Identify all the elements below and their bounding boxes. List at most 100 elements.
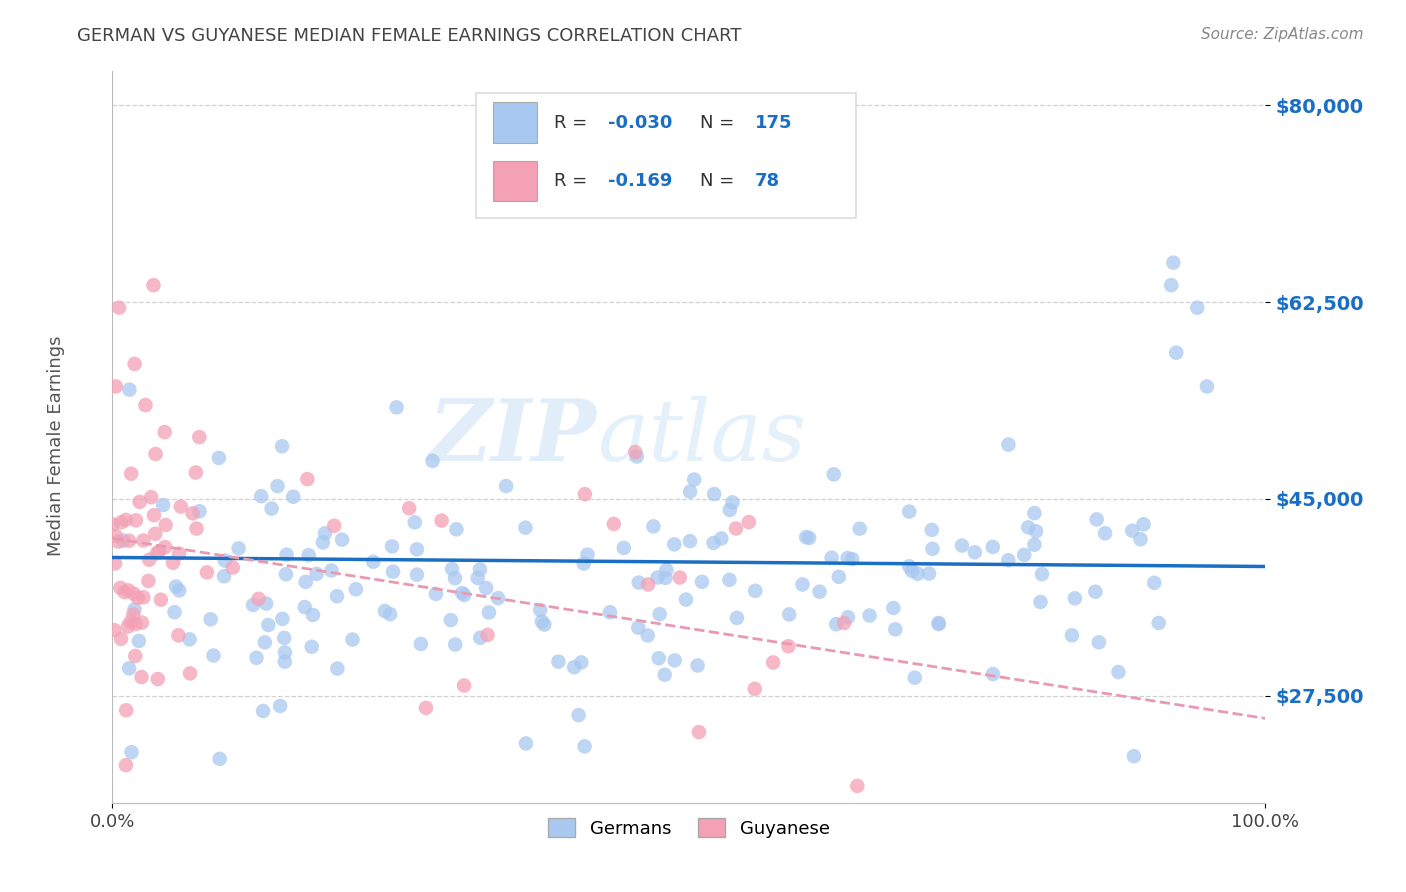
Point: [627, 575, 650, 590]
Point: [725, 611, 748, 625]
Point: [679, 484, 702, 499]
Point: [907, 566, 929, 581]
Point: [323, 518, 346, 533]
Point: [744, 681, 766, 696]
Point: [808, 584, 831, 599]
Point: [898, 559, 921, 574]
Point: [654, 571, 676, 585]
Point: [252, 704, 274, 718]
Point: [131, 670, 153, 684]
Point: [470, 631, 492, 645]
Point: [184, 466, 207, 480]
Point: [882, 601, 904, 615]
Point: [928, 617, 950, 632]
Point: [274, 655, 297, 669]
Point: [312, 535, 335, 549]
Point: [165, 580, 187, 594]
Point: [143, 508, 166, 523]
Point: [415, 701, 437, 715]
Point: [200, 612, 222, 626]
Point: [846, 779, 869, 793]
Point: [107, 534, 129, 549]
Point: [664, 537, 686, 551]
Point: [794, 530, 817, 544]
Point: [637, 628, 659, 642]
Point: [117, 619, 139, 633]
Point: [122, 607, 145, 622]
Point: [1084, 584, 1107, 599]
Point: [131, 615, 153, 630]
Point: [533, 617, 555, 632]
Point: [1031, 567, 1053, 582]
FancyBboxPatch shape: [475, 94, 856, 218]
Point: [163, 605, 186, 619]
Text: GERMAN VS GUYANESE MEDIAN FEMALE EARNINGS CORRELATION CHART: GERMAN VS GUYANESE MEDIAN FEMALE EARNING…: [77, 27, 742, 45]
Point: [1029, 595, 1052, 609]
Point: [422, 454, 444, 468]
Point: [1024, 538, 1046, 552]
Text: R =: R =: [554, 113, 593, 131]
Point: [1166, 345, 1188, 359]
Point: [138, 553, 160, 567]
Point: [153, 540, 176, 554]
Point: [148, 544, 170, 558]
Point: [186, 522, 208, 536]
Point: [108, 301, 131, 315]
Point: [170, 500, 193, 514]
Point: [361, 555, 384, 569]
Point: [832, 615, 855, 630]
Point: [624, 445, 647, 459]
Point: [274, 567, 297, 582]
Legend: Germans, Guyanese: Germans, Guyanese: [541, 811, 837, 845]
Point: [374, 604, 396, 618]
Point: [738, 515, 761, 529]
Point: [574, 739, 596, 754]
Text: ZIP: ZIP: [429, 395, 596, 479]
Point: [167, 583, 190, 598]
Point: [718, 503, 741, 517]
Point: [529, 603, 551, 617]
Point: [440, 613, 463, 627]
Point: [103, 623, 125, 637]
Point: [120, 467, 142, 481]
Point: [298, 548, 321, 562]
Point: [1107, 665, 1129, 679]
Point: [475, 581, 498, 595]
Point: [664, 653, 686, 667]
Point: [127, 591, 149, 605]
Point: [342, 632, 364, 647]
Point: [297, 472, 319, 486]
Point: [825, 617, 848, 632]
Point: [444, 571, 467, 585]
Point: [569, 656, 592, 670]
Point: [101, 517, 124, 532]
Point: [515, 521, 537, 535]
Point: [124, 357, 146, 371]
Point: [744, 583, 766, 598]
Point: [134, 398, 156, 412]
Point: [208, 752, 231, 766]
Point: [963, 545, 986, 559]
Point: [637, 577, 659, 591]
Point: [453, 588, 475, 602]
Point: [330, 533, 353, 547]
Point: [679, 534, 702, 549]
Point: [404, 516, 426, 530]
Point: [453, 679, 475, 693]
Point: [576, 548, 599, 562]
Point: [547, 655, 569, 669]
Point: [530, 615, 553, 629]
Point: [425, 587, 447, 601]
Point: [1123, 749, 1146, 764]
Point: [710, 532, 733, 546]
Point: [574, 487, 596, 501]
Point: [901, 564, 924, 578]
Point: [110, 632, 132, 646]
Point: [326, 662, 349, 676]
Point: [115, 758, 138, 772]
Point: [104, 379, 127, 393]
Point: [181, 506, 204, 520]
Point: [385, 401, 408, 415]
Point: [122, 587, 145, 601]
Point: [188, 430, 211, 444]
